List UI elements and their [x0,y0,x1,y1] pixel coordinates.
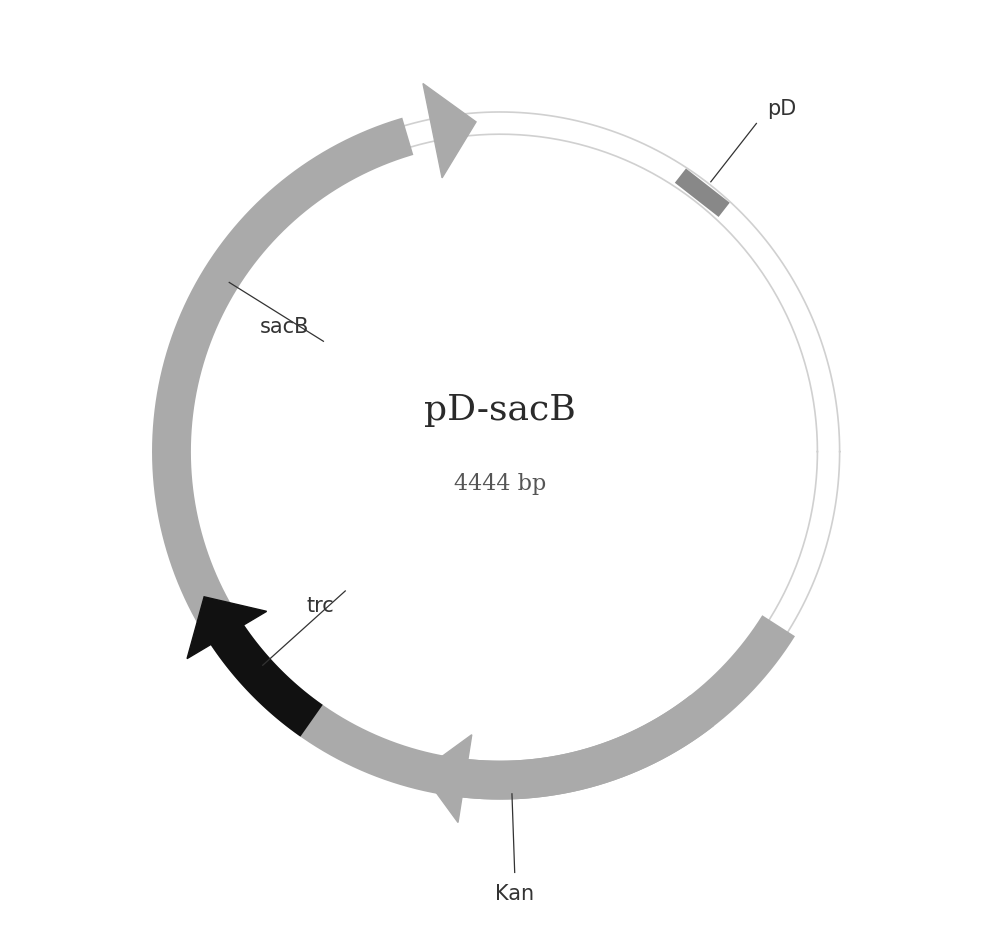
Polygon shape [421,735,472,822]
Text: pD-sacB: pD-sacB [424,393,576,427]
Polygon shape [187,597,267,658]
Text: pD: pD [767,99,797,119]
Text: 4444 bp: 4444 bp [454,473,546,495]
Polygon shape [423,84,476,178]
Text: sacB: sacB [260,317,310,337]
Text: trc: trc [306,596,334,615]
Text: Kan: Kan [495,884,534,904]
